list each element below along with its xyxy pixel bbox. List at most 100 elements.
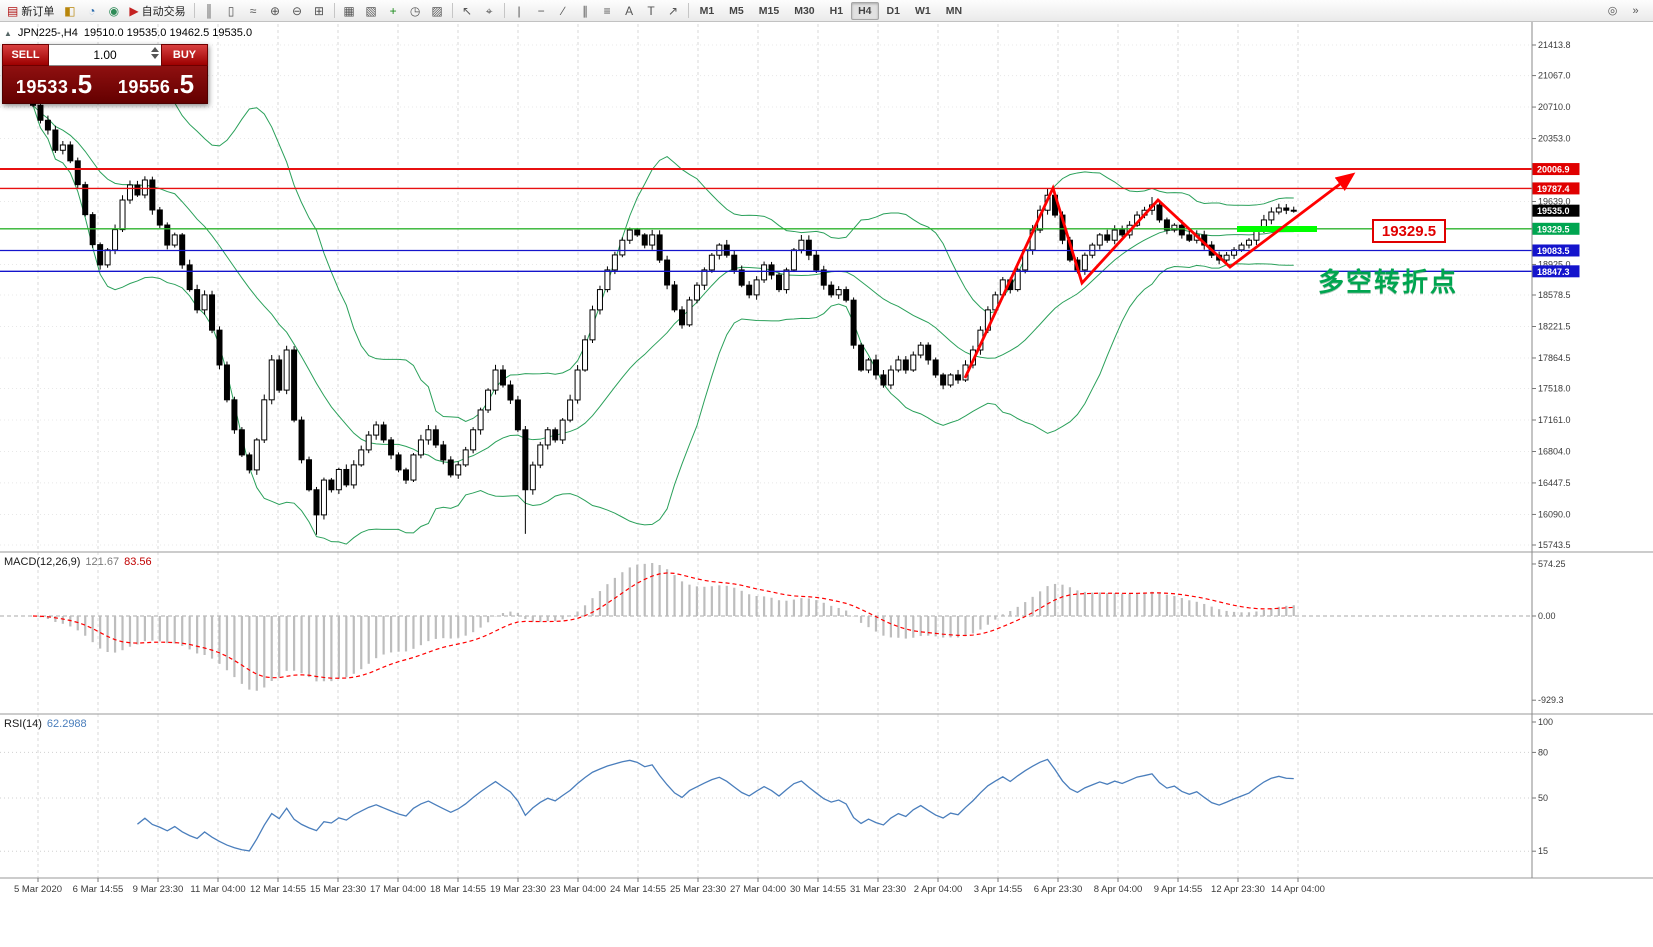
grid-icon-glyph-icon: ⊞ [314, 3, 325, 18]
macd-pane [0, 563, 1532, 691]
timeframe-m5[interactable]: M5 [729, 4, 744, 17]
vertical-line-icon[interactable]: | [509, 1, 530, 20]
new-order-button-label: 新订单 [21, 5, 55, 18]
svg-text:12 Apr 23:30: 12 Apr 23:30 [1211, 884, 1265, 895]
horizontal-level-lines [0, 168, 1532, 272]
timeframe-h1[interactable]: H1 [829, 4, 844, 17]
svg-text:19639.0: 19639.0 [1538, 196, 1571, 206]
svg-text:18 Mar 14:55: 18 Mar 14:55 [430, 884, 486, 895]
svg-text:9 Apr 14:55: 9 Apr 14:55 [1154, 884, 1203, 895]
macd-label: MACD(12,26,9) 121.67 83.56 [4, 556, 152, 568]
volume-up-icon[interactable] [151, 47, 159, 52]
timeframe-mn[interactable]: MN [945, 4, 963, 17]
svg-text:-929.3: -929.3 [1538, 695, 1564, 705]
rsi-line [137, 758, 1294, 852]
cursor-icon[interactable]: ↖ [457, 1, 478, 20]
new-order-button[interactable]: ▤ 新订单 [3, 1, 58, 20]
grid-icon[interactable]: ⊞ [309, 1, 330, 20]
timeframe-m15[interactable]: M15 [758, 4, 780, 17]
text-icon[interactable]: A [619, 1, 640, 20]
svg-text:17518.0: 17518.0 [1538, 384, 1571, 394]
crosshair-icon[interactable]: ⌖ [479, 1, 500, 20]
tile-windows-icon[interactable]: ▦ [339, 1, 360, 20]
overflow-icon[interactable]: » [1632, 4, 1639, 17]
svg-text:19329.5: 19329.5 [1537, 224, 1570, 234]
search-icon[interactable]: ◎ [1607, 5, 1618, 17]
horizontal-line-icon-glyph-icon: − [537, 3, 545, 18]
svg-text:20353.0: 20353.0 [1538, 134, 1571, 144]
rsi-pane [0, 751, 1532, 852]
svg-text:20006.9: 20006.9 [1537, 165, 1570, 175]
trendline-icon-glyph-icon: ∕ [562, 3, 565, 18]
chart-tab-icon: ▲ [4, 28, 12, 38]
autotrading-button[interactable]: ▶ 自动交易 [125, 1, 189, 20]
timeframe-h4[interactable]: H4 [851, 1, 879, 20]
zoom-in-icon[interactable]: ⊕ [265, 1, 286, 20]
svg-text:2 Apr 04:00: 2 Apr 04:00 [914, 884, 963, 895]
svg-text:574.25: 574.25 [1538, 559, 1566, 569]
sell-button[interactable]: SELL [2, 44, 49, 66]
svg-text:16447.5: 16447.5 [1538, 478, 1571, 488]
profiles-icon[interactable]: ◔ [81, 1, 102, 20]
price-axis[interactable]: 21413.8 21067.0 20710.0 20353.0 19639.0 18925… [1532, 40, 1580, 856]
svg-text:16090.0: 16090.0 [1538, 509, 1571, 519]
indicators-icon[interactable]: + [383, 1, 404, 20]
buy-button[interactable]: BUY [161, 44, 208, 66]
horizontal-line-icon[interactable]: − [531, 1, 552, 20]
sell-price: 19533.5 [15, 69, 93, 99]
autotrading-glyph-icon: ▶ [129, 3, 139, 18]
svg-text:21413.8: 21413.8 [1538, 40, 1571, 50]
svg-text:80: 80 [1538, 747, 1548, 757]
text-icon-glyph-icon: A [625, 3, 634, 18]
volume-stepper[interactable]: 1.00 [49, 44, 161, 66]
pane-separators [0, 22, 1653, 879]
data-window-icon[interactable]: ◉ [103, 1, 124, 20]
candlestick-chart-icon[interactable]: ▯ [221, 1, 242, 20]
tile-windows-icon-glyph-icon: ▦ [343, 3, 355, 18]
timeframe-toolbar: M1 M5 M15 M30 H1 H4 D1 W1 MN [693, 1, 969, 20]
chart-area[interactable]: 21413.8 21067.0 20710.0 20353.0 19639.0 18925… [0, 22, 1653, 947]
time-axis[interactable]: 5 Mar 2020 6 Mar 14:55 9 Mar 23:30 11 Mar 0… [14, 878, 1325, 895]
svg-text:24 Mar 14:55: 24 Mar 14:55 [610, 884, 666, 895]
line-chart-icon[interactable]: ≈ [243, 1, 264, 20]
periods-icon[interactable]: ◷ [405, 1, 426, 20]
new-order-glyph-icon: ▤ [7, 3, 19, 18]
trendline-icon[interactable]: ∕ [553, 1, 574, 20]
svg-text:23 Mar 04:00: 23 Mar 04:00 [550, 884, 606, 895]
svg-text:6 Mar 14:55: 6 Mar 14:55 [73, 884, 124, 895]
new-chart-icon[interactable]: ▧ [361, 1, 382, 20]
channel-icon-glyph-icon: ∥ [582, 3, 589, 18]
label-icon[interactable]: T [641, 1, 662, 20]
svg-text:19 Mar 23:30: 19 Mar 23:30 [490, 884, 546, 895]
svg-text:0.00: 0.00 [1538, 611, 1556, 621]
svg-text:15: 15 [1538, 846, 1548, 856]
price-level-callout[interactable]: 19329.5 [1372, 219, 1446, 243]
bar-chart-icon[interactable]: ║ [199, 1, 220, 20]
data-window-icon-glyph-icon: ◉ [108, 3, 120, 18]
periods-icon-glyph-icon: ◷ [409, 3, 421, 18]
fibonacci-icon[interactable]: ≡ [597, 1, 618, 20]
rsi-label: RSI(14) 62.2988 [4, 718, 87, 730]
indicators-icon-glyph-icon: + [389, 3, 397, 18]
arrow-tool-icon-glyph-icon: ↗ [668, 3, 679, 18]
volume-spin-buttons[interactable] [151, 47, 159, 59]
timeframe-d1[interactable]: D1 [886, 4, 900, 17]
templates-icon[interactable]: ▨ [427, 1, 448, 20]
volume-down-icon[interactable] [151, 54, 159, 59]
svg-text:5 Mar 2020: 5 Mar 2020 [14, 884, 62, 895]
buy-price: 19556.5 [117, 69, 195, 99]
trend-zigzag-arrow[interactable] [963, 172, 1356, 379]
svg-text:11 Mar 04:00: 11 Mar 04:00 [190, 884, 245, 895]
svg-text:25 Mar 23:30: 25 Mar 23:30 [670, 884, 726, 895]
timeframe-m1[interactable]: M1 [699, 4, 715, 17]
timeframe-m30[interactable]: M30 [794, 4, 815, 17]
zoom-out-icon[interactable]: ⊖ [287, 1, 308, 20]
chart-window-icon[interactable]: ◧ [59, 1, 80, 20]
timeframe-w1[interactable]: W1 [914, 4, 931, 17]
turning-point-note[interactable]: 多空转折点 [1318, 267, 1459, 297]
svg-text:15 Mar 23:30: 15 Mar 23:30 [310, 884, 366, 895]
channel-icon[interactable]: ∥ [575, 1, 596, 20]
svg-text:20710.0: 20710.0 [1538, 102, 1571, 112]
arrow-tool-icon[interactable]: ↗ [663, 1, 684, 20]
